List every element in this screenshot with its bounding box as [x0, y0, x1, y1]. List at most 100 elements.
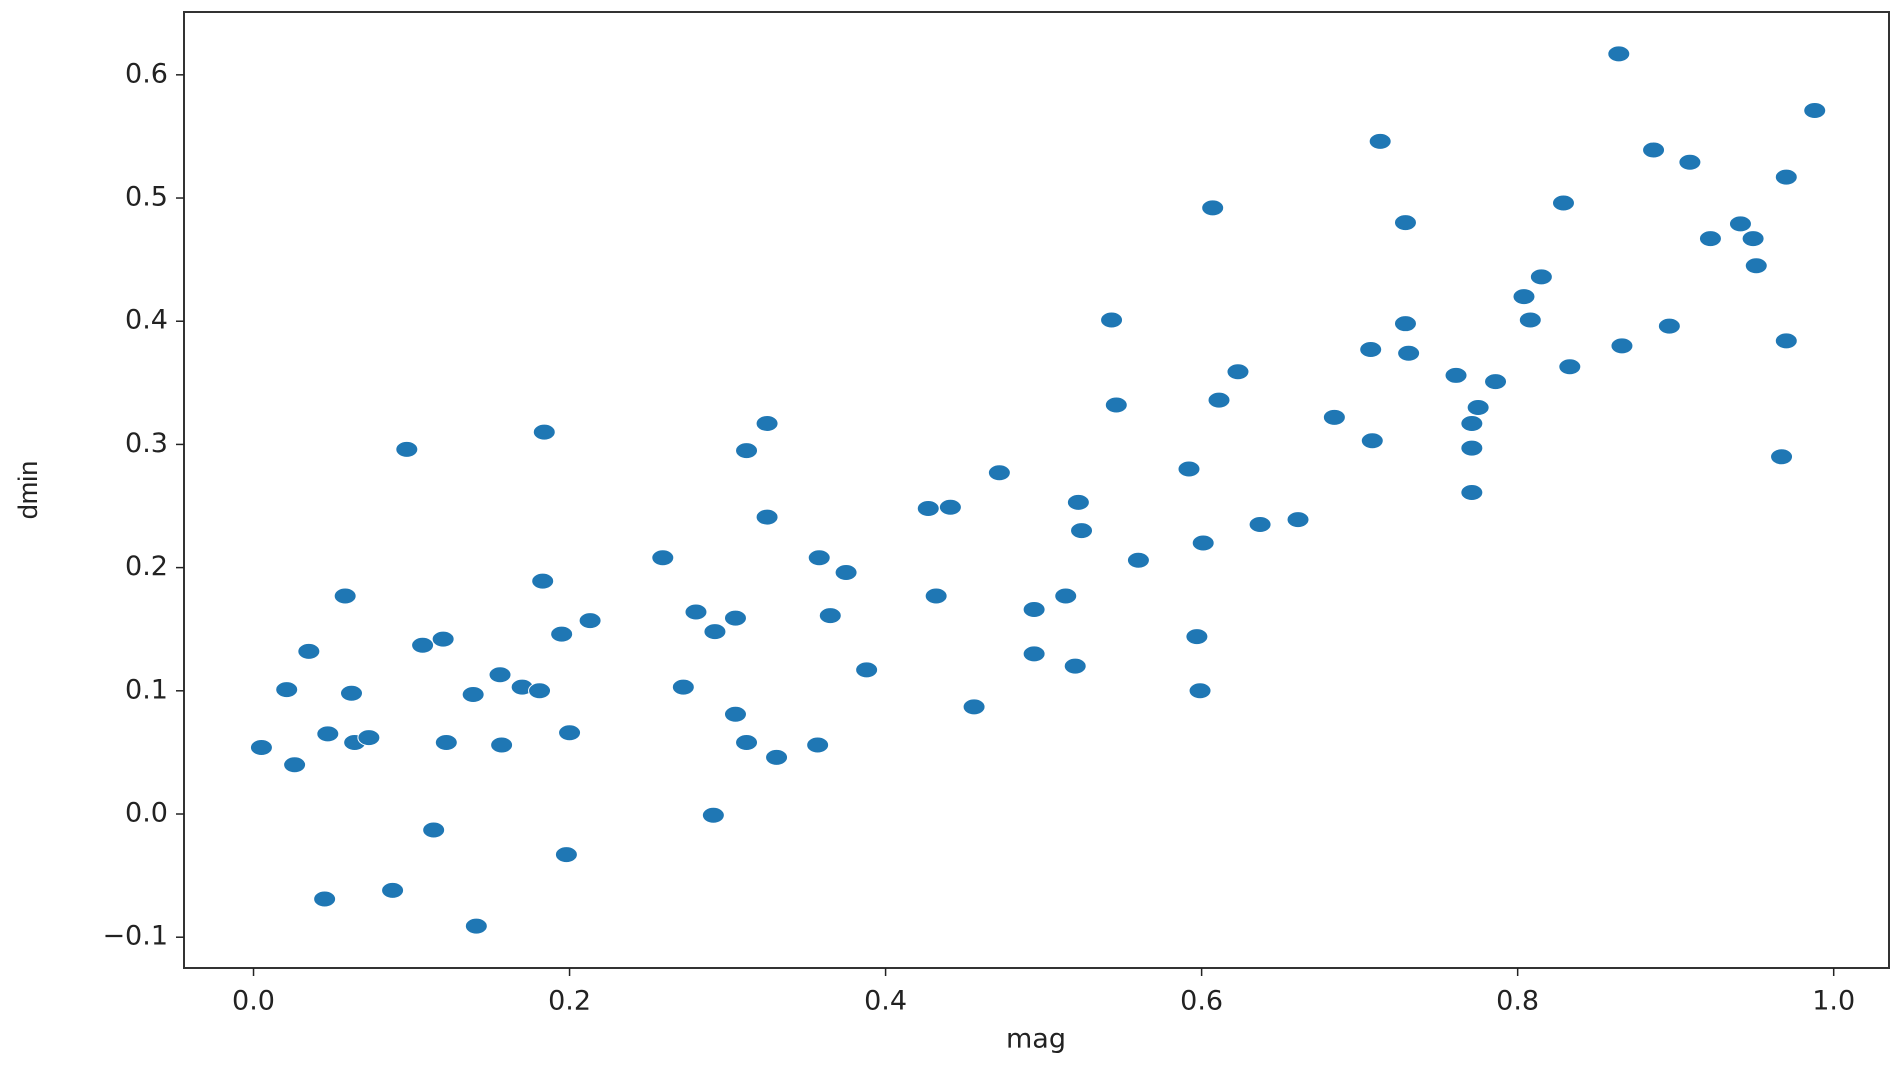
point [1607, 45, 1631, 63]
point [464, 917, 488, 935]
point [1126, 551, 1150, 569]
point [1066, 493, 1090, 511]
point [755, 414, 779, 432]
point [434, 734, 458, 752]
point [1393, 214, 1417, 232]
point [1188, 682, 1212, 700]
point [578, 612, 602, 630]
point [490, 736, 514, 754]
y-tick-label: 0.3 [125, 428, 168, 459]
point [1100, 311, 1124, 329]
point [1460, 439, 1484, 457]
point [1551, 194, 1575, 212]
point [924, 587, 948, 605]
y-tick-label: −0.1 [102, 921, 168, 952]
y-tick-label: 0.0 [125, 798, 168, 829]
point [1744, 257, 1768, 275]
point [422, 821, 446, 839]
point [531, 572, 555, 590]
point [806, 736, 830, 754]
point [1397, 344, 1421, 362]
point [558, 724, 582, 742]
point [1460, 414, 1484, 432]
plot-frame [183, 11, 1890, 969]
point [1185, 628, 1209, 646]
point [671, 678, 695, 696]
point [651, 549, 675, 567]
point [735, 442, 759, 460]
point [916, 499, 940, 517]
point [1063, 657, 1087, 675]
point [1022, 645, 1046, 663]
point [1698, 230, 1722, 248]
point [1248, 515, 1272, 533]
point [1610, 337, 1634, 355]
y-tick-label: 0.5 [125, 182, 168, 213]
point [381, 881, 405, 899]
point [431, 630, 455, 648]
point [1444, 366, 1468, 384]
point [1512, 288, 1536, 306]
point [1201, 199, 1225, 217]
point [1460, 483, 1484, 501]
point [1104, 396, 1128, 414]
point [1678, 153, 1702, 171]
point [1529, 268, 1553, 286]
point [1054, 587, 1078, 605]
point [461, 686, 485, 704]
x-tick-label: 0.0 [232, 986, 275, 1017]
point [283, 756, 307, 774]
x-tick-label: 0.6 [1180, 986, 1223, 1017]
point [1022, 601, 1046, 618]
point [297, 642, 321, 660]
point [1642, 141, 1666, 159]
point [333, 587, 357, 605]
point [1558, 358, 1582, 376]
point [1286, 511, 1310, 529]
point [532, 423, 556, 441]
point [528, 682, 552, 700]
y-tick-label: 0.4 [125, 305, 168, 336]
point [1774, 168, 1798, 186]
point [1518, 311, 1542, 329]
point [723, 609, 747, 627]
point [938, 498, 962, 516]
point [1657, 317, 1681, 335]
x-axis-label: mag [1006, 1024, 1066, 1055]
point [1484, 373, 1508, 391]
point [1770, 448, 1794, 466]
point [554, 846, 578, 864]
point [1728, 215, 1752, 233]
point [703, 623, 727, 641]
point [249, 738, 273, 756]
x-tick-label: 0.8 [1496, 986, 1539, 1017]
point [1226, 363, 1250, 381]
point [1360, 432, 1384, 450]
x-tick-label: 0.2 [548, 986, 591, 1017]
y-tick-label: 0.2 [125, 551, 168, 582]
point [701, 806, 725, 824]
point [1803, 102, 1827, 120]
point [723, 705, 747, 723]
point [339, 684, 363, 702]
point [1322, 408, 1346, 426]
point [962, 698, 986, 716]
point [275, 681, 299, 699]
point [1393, 315, 1417, 333]
point [807, 549, 831, 567]
point [855, 661, 879, 679]
x-tick-label: 1.0 [1812, 986, 1855, 1017]
point [357, 729, 381, 747]
point [1191, 534, 1215, 552]
point [316, 725, 340, 743]
point [1368, 132, 1392, 150]
point [550, 625, 574, 643]
y-tick-label: 0.6 [125, 58, 168, 89]
point [488, 666, 512, 684]
point [1741, 230, 1765, 248]
point [765, 748, 789, 766]
point [313, 890, 337, 908]
point [987, 464, 1011, 482]
point [834, 564, 858, 582]
